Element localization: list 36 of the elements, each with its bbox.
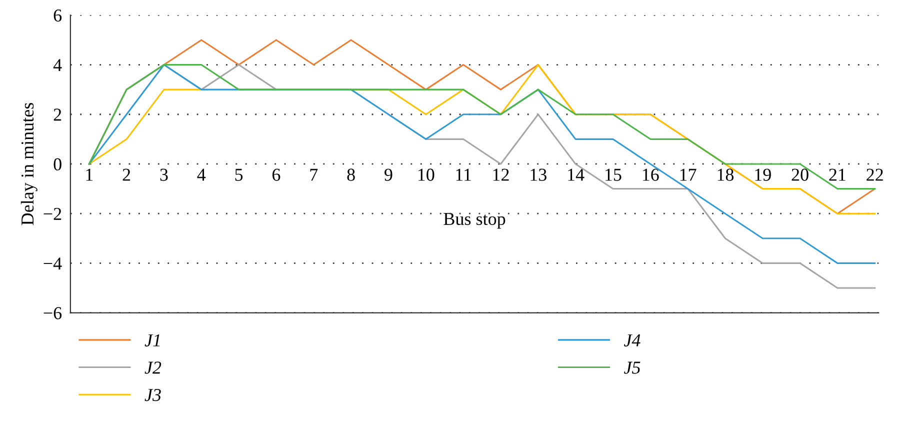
y-tick-label: 2 [54, 108, 62, 121]
y-tick-label: 0 [54, 158, 62, 170]
x-tick-label: 18 [718, 168, 734, 181]
y-tick-label: −6 [44, 307, 62, 320]
x-tick-label: 11 [456, 168, 471, 181]
x-tick-label: 13 [530, 168, 546, 181]
x-tick-label: 22 [866, 168, 883, 181]
y-tick-label: 6 [54, 9, 62, 22]
x-axis-title: Bus stop [444, 213, 506, 229]
x-tick-label: 8 [347, 168, 355, 181]
x-tick-label: 10 [418, 168, 434, 181]
x-tick-label: 4 [197, 168, 206, 181]
x-tick-label: 16 [642, 168, 659, 181]
legend-label: J5 [624, 362, 640, 374]
legend-label: J1 [144, 334, 160, 346]
x-tick-label: 15 [606, 168, 622, 181]
x-tick-label: 3 [160, 168, 168, 181]
y-tick-label: 4 [53, 59, 62, 72]
x-tick-label: 14 [568, 168, 584, 181]
x-tick-label: 20 [792, 168, 808, 181]
x-tick-label: 6 [272, 168, 280, 181]
legend-label: J2 [144, 362, 162, 374]
x-tick-label: 7 [310, 168, 318, 181]
x-tick-label: 5 [235, 168, 243, 181]
legend-label: J3 [144, 388, 161, 402]
x-tick-label: 2 [122, 168, 130, 181]
y-axis-title: Delay in minutes [20, 102, 38, 226]
x-tick-label: 12 [493, 168, 509, 181]
x-tick-label: 9 [384, 168, 392, 181]
legend-label: J4 [624, 334, 640, 346]
x-tick-label: 21 [829, 168, 846, 181]
x-tick-label: 1 [86, 168, 93, 181]
x-tick-label: 17 [680, 168, 696, 181]
y-tick-label: −4 [44, 258, 62, 270]
x-tick-label: 19 [755, 168, 771, 181]
y-tick-label: −2 [44, 208, 62, 220]
